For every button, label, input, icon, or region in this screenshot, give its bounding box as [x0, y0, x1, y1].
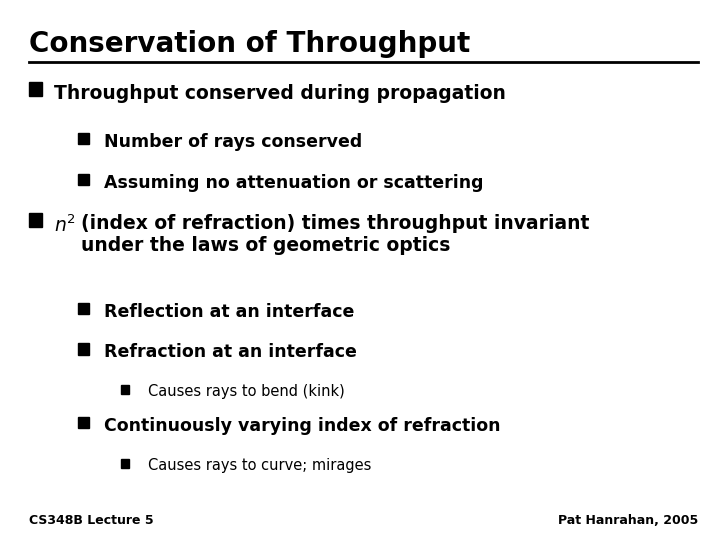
- Text: Throughput conserved during propagation: Throughput conserved during propagation: [54, 84, 506, 103]
- Bar: [121, 385, 129, 394]
- Text: Causes rays to bend (kink): Causes rays to bend (kink): [148, 384, 344, 399]
- Text: Refraction at an interface: Refraction at an interface: [104, 343, 357, 361]
- Text: Assuming no attenuation or scattering: Assuming no attenuation or scattering: [104, 174, 484, 192]
- Bar: [29, 213, 42, 226]
- Text: (index of refraction) times throughput invariant
under the laws of geometric opt: (index of refraction) times throughput i…: [81, 214, 590, 255]
- Bar: [78, 417, 89, 428]
- Bar: [78, 343, 89, 354]
- Bar: [78, 302, 89, 314]
- Bar: [29, 82, 42, 96]
- Text: Conservation of Throughput: Conservation of Throughput: [29, 30, 470, 58]
- Text: Reflection at an interface: Reflection at an interface: [104, 303, 355, 321]
- Bar: [78, 173, 89, 185]
- Text: $\mathit{n}^{2}$: $\mathit{n}^{2}$: [54, 214, 76, 236]
- Text: Pat Hanrahan, 2005: Pat Hanrahan, 2005: [558, 514, 698, 526]
- Bar: [121, 459, 129, 468]
- Text: CS348B Lecture 5: CS348B Lecture 5: [29, 514, 153, 526]
- Text: Causes rays to curve; mirages: Causes rays to curve; mirages: [148, 458, 371, 473]
- Text: Continuously varying index of refraction: Continuously varying index of refraction: [104, 417, 501, 435]
- Text: Number of rays conserved: Number of rays conserved: [104, 133, 363, 151]
- Bar: [78, 133, 89, 144]
